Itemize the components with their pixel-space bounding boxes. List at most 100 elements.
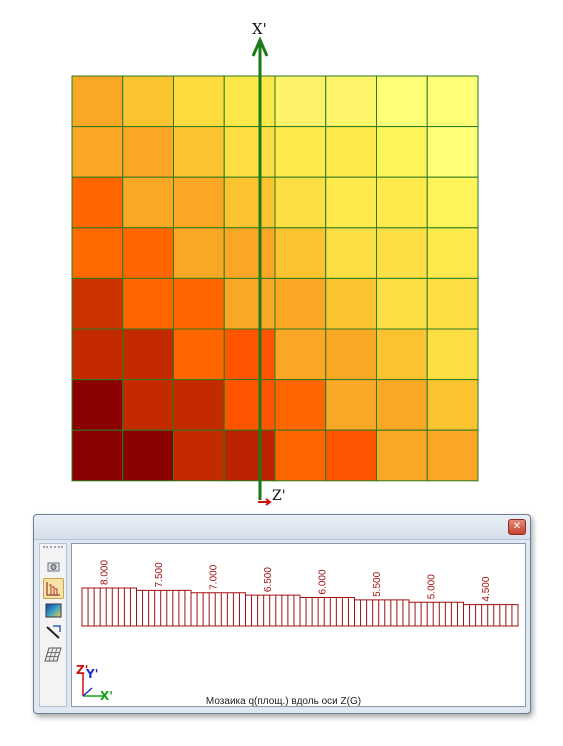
mosaic-cell	[426, 429, 479, 482]
mosaic-cell	[71, 277, 124, 330]
mosaic-cell	[71, 379, 124, 431]
mosaic-cell	[426, 126, 479, 178]
bar-segment	[136, 589, 192, 627]
mosaic-cell	[376, 277, 428, 330]
mosaic-cell	[71, 75, 124, 128]
bar-value-label: 7.500	[154, 562, 165, 587]
mosaic-cell	[325, 277, 377, 330]
bar-segment	[354, 599, 410, 627]
panel-titlebar[interactable]: ✕	[34, 515, 530, 540]
mosaic-cell	[274, 176, 327, 229]
mosaic-cell	[274, 75, 327, 128]
mosaic-cell	[71, 429, 124, 482]
mosaic-cell	[274, 328, 327, 381]
x-axis-arrow	[251, 36, 269, 57]
mosaic-cell	[426, 379, 479, 431]
mosaic-cell	[122, 277, 174, 330]
mosaic-cell	[122, 126, 174, 178]
mosaic-cell	[426, 176, 479, 229]
mosaic-cell	[223, 75, 276, 128]
bar-value-label: 5.500	[372, 571, 383, 596]
mosaic-cell	[426, 277, 479, 330]
mosaic-cell	[122, 379, 174, 431]
mosaic-cell	[173, 429, 225, 482]
mosaic-cell	[223, 227, 276, 279]
grid-tool-button[interactable]	[43, 644, 64, 665]
toolbar-grip[interactable]	[43, 546, 63, 551]
mosaic-cell	[376, 176, 428, 229]
mosaic-cell	[71, 126, 124, 178]
mosaic-cell	[325, 176, 377, 229]
bar-value-label: 5.000	[426, 574, 437, 599]
panel-toolbar	[39, 543, 67, 707]
close-button[interactable]: ✕	[508, 519, 526, 535]
mosaic-cell	[325, 75, 377, 128]
bar-value-label: 4.500	[481, 576, 492, 601]
mosaic-cell	[122, 75, 174, 128]
mosaic-cell	[274, 277, 327, 330]
bar-value-label: 6.000	[317, 569, 328, 594]
camera-icon	[47, 562, 60, 572]
z-axis-arrow	[258, 498, 272, 506]
gradient-tool-button[interactable]	[43, 600, 64, 621]
bar-segment	[81, 587, 137, 627]
mosaic-cell	[173, 176, 225, 229]
axis-cut-icon	[46, 625, 61, 639]
result-canvas: 8.000 7.500 7.000 6.500 6.000 5.500 5.000 4.500…	[71, 543, 526, 707]
mosaic-cell	[122, 328, 174, 381]
mosaic-cell	[376, 75, 428, 128]
mosaic-cell	[173, 277, 225, 330]
mosaic-cell	[325, 379, 377, 431]
axis-y-label: Y'	[85, 667, 98, 681]
mosaic-cell	[223, 126, 276, 178]
mosaic-cell	[325, 328, 377, 381]
bar-segment	[245, 594, 301, 627]
mosaic-cell	[71, 227, 124, 279]
mosaic-cell	[173, 328, 225, 381]
bar-value-label: 6.500	[263, 567, 274, 592]
mosaic-cell	[223, 277, 276, 330]
mosaic-cell	[325, 429, 377, 482]
mosaic-cell	[223, 429, 276, 482]
mosaic-cell	[122, 429, 174, 482]
mosaic-cell	[376, 227, 428, 279]
chart-icon	[46, 582, 60, 596]
mosaic-cell	[173, 75, 225, 128]
result-panel: ✕	[33, 514, 531, 714]
bar-segment	[190, 592, 246, 627]
axis-x-label: X'	[100, 689, 113, 702]
axes-triad-icon: Z' Y' X'	[76, 663, 113, 702]
bar-segment	[408, 601, 464, 627]
mosaic-cell	[173, 379, 225, 431]
mosaic-cell	[122, 227, 174, 279]
bar-value-label: 8.000	[99, 560, 110, 585]
mosaic-cell	[71, 328, 124, 381]
axis-cut-tool-button[interactable]	[43, 622, 64, 643]
bar-value-label: 7.000	[208, 564, 219, 589]
mosaic-plot: X' Z'	[71, 20, 479, 506]
mosaic-cell	[426, 227, 479, 279]
mosaic-cell	[376, 328, 428, 381]
z-axis-label: Z'	[272, 488, 286, 504]
mosaic-cell	[325, 227, 377, 279]
chart-tool-button[interactable]	[43, 578, 64, 599]
chart-caption: Мозаика q(площ.) вдоль оси Z(G)	[205, 696, 362, 707]
grid-icon	[44, 647, 62, 662]
mosaic-cell	[122, 176, 174, 229]
camera-tool-button[interactable]	[43, 556, 64, 577]
mosaic-cell	[325, 126, 377, 178]
mosaic-area: X' Z'	[71, 20, 479, 506]
mosaic-cell	[274, 429, 327, 482]
mosaic-cell	[274, 126, 327, 178]
mosaic-cell	[274, 379, 327, 431]
mosaic-cell	[274, 227, 327, 279]
mosaic-cell	[376, 379, 428, 431]
gradient-icon	[45, 603, 62, 618]
bar-segment	[463, 604, 519, 627]
mosaic-cell	[376, 429, 428, 482]
mosaic-cell	[173, 227, 225, 279]
mosaic-cell	[426, 75, 479, 128]
mosaic-cell	[223, 379, 276, 431]
x-axis-label: X'	[252, 20, 267, 38]
mosaic-cell	[173, 126, 225, 178]
